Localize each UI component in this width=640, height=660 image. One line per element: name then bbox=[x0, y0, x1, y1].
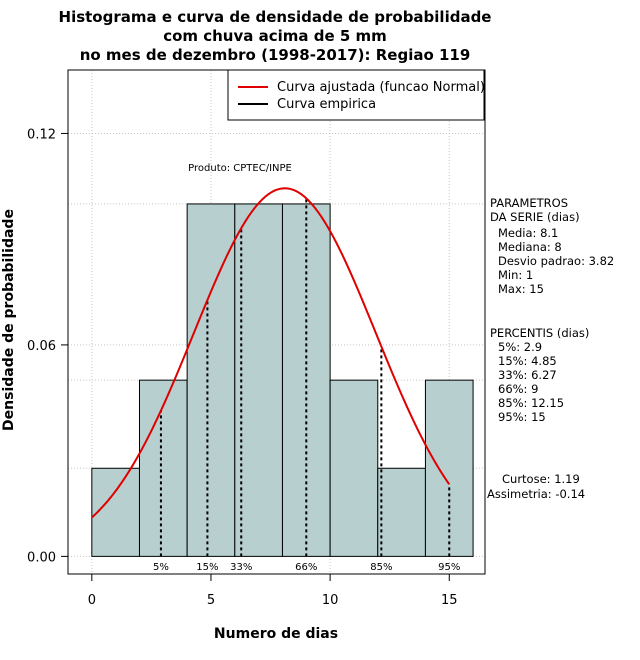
percentile-15: 15%: 4.85 bbox=[498, 354, 557, 368]
histogram-bar-6 bbox=[377, 467, 426, 557]
normal-curve bbox=[91, 187, 451, 519]
legend-label-fit: Curva ajustada (funcao Normal) bbox=[277, 80, 485, 95]
percentiles-heading: PERCENTIS (dias) bbox=[490, 326, 589, 340]
shape-panel: Curtose: 1.19 Assimetria: -0.14 bbox=[487, 472, 585, 501]
percentile-85: 85%: 12.15 bbox=[498, 396, 564, 410]
percentile-66: 66%: 9 bbox=[498, 382, 538, 396]
x-tick-label-3: 15 bbox=[441, 593, 458, 608]
histogram-bar-2 bbox=[186, 203, 236, 557]
parameter-sd: Desvio padrao: 3.82 bbox=[498, 254, 614, 268]
x-tick-label-2: 10 bbox=[322, 593, 339, 608]
percentile-label-0: 5% bbox=[153, 562, 169, 573]
percentile-33: 33%: 6.27 bbox=[498, 368, 557, 382]
percentile-label-4: 85% bbox=[370, 562, 392, 573]
parameter-max: Max: 15 bbox=[498, 282, 544, 296]
percentile-95: 95%: 15 bbox=[498, 410, 546, 424]
histogram-bar-5 bbox=[329, 379, 379, 557]
percentile-label-3: 66% bbox=[295, 562, 317, 573]
histogram-bar-7 bbox=[424, 379, 474, 557]
percentile-lines bbox=[159, 198, 451, 557]
parameter-min: Min: 1 bbox=[498, 268, 533, 282]
legend-box bbox=[227, 69, 485, 121]
title-line-1: Histograma e curva de densidade de proba… bbox=[59, 8, 492, 26]
x-tick-label-1: 5 bbox=[207, 593, 215, 608]
y-axis-label: Densidade de probabilidade bbox=[1, 209, 17, 431]
percentile-label-2: 33% bbox=[230, 562, 252, 573]
title-line-3: no mes de dezembro (1998-2017): Regiao 1… bbox=[80, 46, 471, 64]
percentile-label-5: 95% bbox=[438, 562, 460, 573]
parameter-mean: Media: 8.1 bbox=[498, 226, 558, 240]
histogram-bar-1 bbox=[138, 379, 188, 557]
x-tick-label-0: 0 bbox=[88, 593, 96, 608]
chart-title: Histograma e curva de densidade de proba… bbox=[59, 8, 492, 64]
percentile-5: 5%: 2.9 bbox=[498, 340, 542, 354]
y-axis: 0.00 0.06 0.12 bbox=[27, 127, 68, 565]
percentiles-panel: PERCENTIS (dias) 5%: 2.9 15%: 4.85 33%: … bbox=[490, 326, 589, 424]
legend-label-empirical: Curva empirica bbox=[277, 97, 376, 112]
kurtosis: Curtose: 1.19 bbox=[502, 472, 580, 486]
legend: Curva ajustada (funcao Normal) Curva emp… bbox=[227, 69, 485, 121]
y-tick-label-2: 0.12 bbox=[27, 127, 56, 142]
y-tick-label-0: 0.00 bbox=[27, 550, 56, 565]
percentile-label-1: 15% bbox=[196, 562, 218, 573]
percentile-labels: 5% 15% 33% 66% 85% 95% bbox=[153, 562, 460, 573]
parameters-panel: PARAMETROS DA SERIE (dias) Media: 8.1 Me… bbox=[490, 196, 614, 296]
x-axis-label: Numero de dias bbox=[214, 626, 338, 642]
histogram-bar-0 bbox=[91, 467, 140, 557]
histogram-bars bbox=[91, 203, 474, 557]
product-label: Produto: CPTEC/INPE bbox=[188, 163, 292, 174]
skewness: Assimetria: -0.14 bbox=[487, 487, 585, 501]
parameter-median: Mediana: 8 bbox=[498, 240, 562, 254]
y-tick-label-1: 0.06 bbox=[27, 339, 56, 354]
parameters-heading-2: DA SERIE (dias) bbox=[490, 210, 580, 224]
parameters-heading-1: PARAMETROS bbox=[490, 196, 568, 210]
title-line-2: com chuva acima de 5 mm bbox=[163, 27, 387, 45]
x-axis: 0 5 10 15 bbox=[88, 574, 458, 608]
